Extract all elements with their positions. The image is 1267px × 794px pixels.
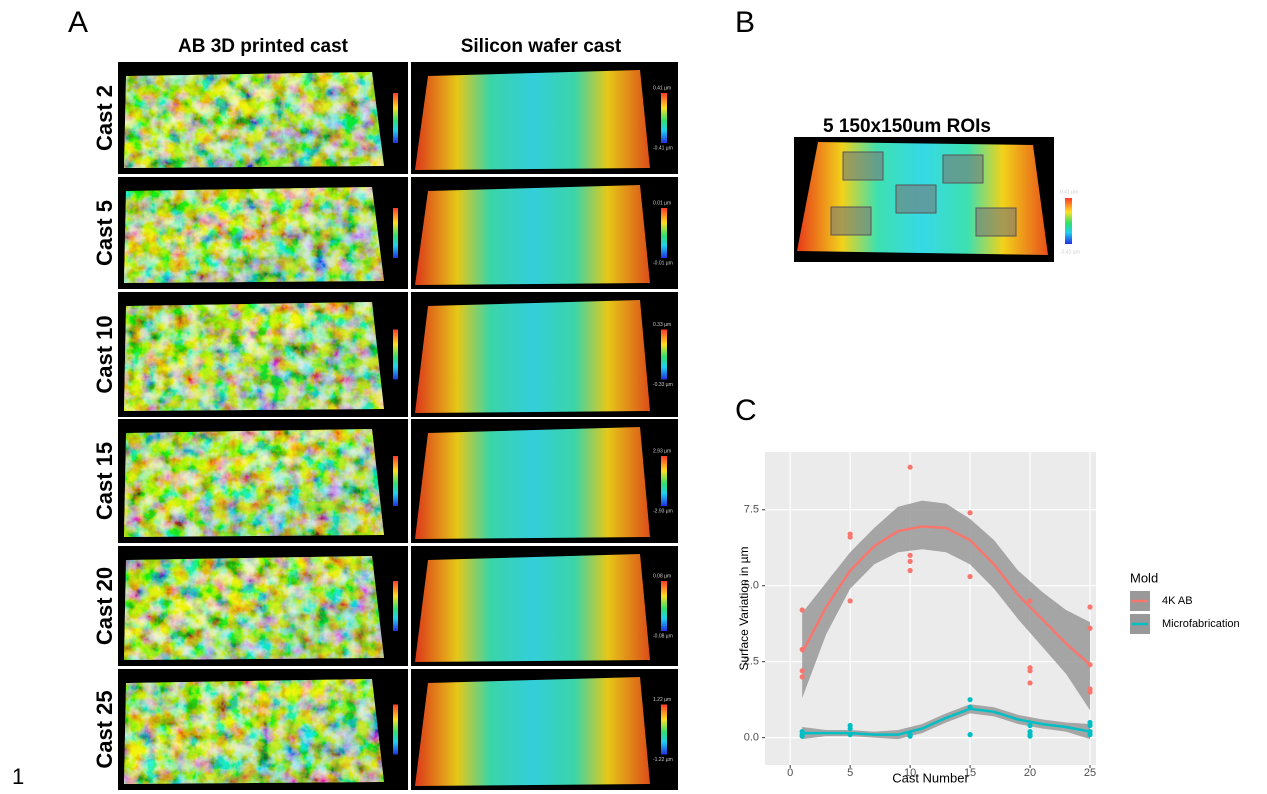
color-bar: [393, 581, 398, 631]
data-point: [908, 559, 913, 564]
scale-label: 1.22 µm: [653, 697, 671, 703]
roi-box: [843, 152, 883, 180]
data-point: [908, 465, 913, 470]
row-label: Cast 5: [92, 200, 117, 266]
panel-label: A: [68, 6, 88, 39]
color-bar: [661, 93, 667, 143]
data-point: [800, 668, 805, 673]
data-point: [848, 534, 853, 539]
scale-label: -0.01 µm: [653, 260, 673, 266]
data-point: [967, 697, 972, 702]
data-point: [1027, 734, 1032, 739]
column-title: Silicon wafer cast: [461, 36, 622, 57]
row-label: Cast 15: [92, 442, 117, 520]
scale-label: 0.41 µm: [1060, 189, 1078, 195]
column-title: AB 3D printed cast: [178, 36, 349, 57]
x-axis-title: Cast Number: [892, 770, 969, 785]
color-bar: [661, 456, 667, 506]
roi-box: [976, 208, 1016, 236]
figure: 1 A B C AB 3D printed cast Silicon wafer cast…: [0, 0, 1267, 794]
data-point: [1027, 598, 1032, 603]
data-point: [967, 574, 972, 579]
page-number: 1: [12, 764, 24, 789]
data-point: [908, 734, 913, 739]
data-point: [1087, 604, 1092, 609]
scale-label: 0.41 µm: [653, 85, 671, 91]
content: 1 A B C AB 3D printed cast Silicon wafer cast…: [12, 6, 1240, 790]
x-tick-label: 25: [1084, 767, 1096, 779]
color-bar: [661, 208, 667, 258]
surface-map: [415, 300, 650, 413]
roi-box: [831, 207, 871, 235]
data-point: [967, 510, 972, 515]
x-tick-label: 20: [1024, 767, 1036, 779]
color-bar: [661, 330, 667, 380]
scale-label: -0.33 µm: [653, 382, 673, 388]
color-bar: [661, 705, 667, 755]
data-point: [800, 674, 805, 679]
x-tick-label: 5: [847, 767, 853, 779]
surface-map: [415, 554, 650, 662]
data-point: [1087, 689, 1092, 694]
scale-label: -2.93 µm: [653, 508, 673, 514]
y-tick-label: 7.5: [744, 504, 759, 516]
surface-map: [415, 70, 650, 170]
surface-texture: [124, 679, 384, 784]
data-point: [1027, 668, 1032, 673]
data-point: [1027, 723, 1032, 728]
scale-label: 0.33 µm: [653, 322, 671, 328]
color-bar: [661, 581, 667, 631]
color-bar: [393, 93, 398, 143]
y-tick-label: 0.0: [744, 732, 759, 744]
surface-map: [415, 677, 650, 786]
surface-map: [415, 427, 650, 539]
color-bar: [393, 456, 398, 506]
row-label: Cast 25: [92, 690, 117, 768]
data-point: [908, 553, 913, 558]
scale-label: -1.22 µm: [653, 757, 673, 763]
scale-label: 0.08 µm: [653, 573, 671, 579]
scale-label: 0.01 µm: [653, 200, 671, 206]
row-label: Cast 10: [92, 315, 117, 393]
row-label: Cast 20: [92, 567, 117, 645]
scale-label: 2.93 µm: [653, 448, 671, 454]
data-point: [800, 607, 805, 612]
scale-label: -0.41 µm: [653, 145, 673, 151]
panel-label: C: [735, 394, 757, 427]
y-axis-title: Surface Variation in µm: [737, 546, 751, 670]
surface-texture: [124, 302, 384, 411]
data-point: [848, 726, 853, 731]
data-point: [1087, 723, 1092, 728]
data-point: [967, 732, 972, 737]
surface-texture: [124, 556, 384, 660]
surface-texture: [124, 187, 384, 283]
surface-texture: [124, 72, 384, 168]
row-label: Cast 2: [92, 85, 117, 151]
scale-label: -0.41 µm: [1060, 249, 1080, 255]
surface-texture: [124, 429, 384, 537]
color-bar: [393, 330, 398, 380]
color-bar: [1065, 198, 1072, 244]
x-tick-label: 0: [787, 767, 793, 779]
color-bar: [393, 208, 398, 258]
roi-box: [943, 155, 983, 183]
legend-label: Microfabrication: [1162, 618, 1240, 630]
data-point: [1087, 626, 1092, 631]
scale-label: -0.08 µm: [653, 633, 673, 639]
data-point: [1087, 732, 1092, 737]
legend-label: 4K AB: [1162, 595, 1193, 607]
data-point: [908, 568, 913, 573]
surface-map: [415, 185, 650, 285]
data-point: [1027, 680, 1032, 685]
panel-label: B: [735, 6, 755, 39]
data-point: [848, 598, 853, 603]
legend-title: Mold: [1130, 570, 1158, 585]
color-bar: [393, 705, 398, 755]
roi-box: [896, 185, 936, 213]
panel-title: 5 150x150um ROIs: [823, 116, 991, 137]
